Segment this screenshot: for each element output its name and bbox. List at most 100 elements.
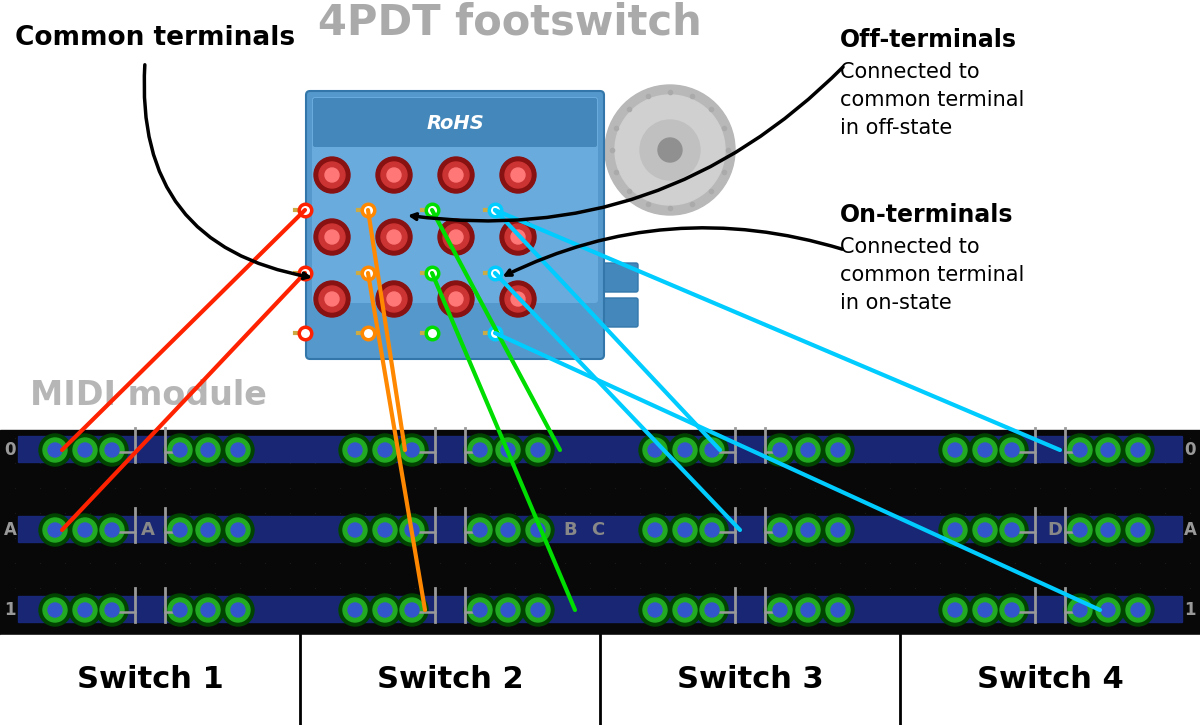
- Circle shape: [1096, 598, 1120, 622]
- Text: 4PDT footswitch: 4PDT footswitch: [318, 1, 702, 43]
- Circle shape: [826, 438, 850, 462]
- Circle shape: [616, 95, 725, 205]
- Circle shape: [773, 523, 787, 537]
- Circle shape: [373, 438, 397, 462]
- Circle shape: [382, 224, 407, 250]
- Circle shape: [400, 438, 424, 462]
- Circle shape: [1068, 598, 1092, 622]
- Circle shape: [168, 438, 192, 462]
- Text: Switch 2: Switch 2: [377, 666, 523, 695]
- Circle shape: [605, 85, 734, 215]
- Circle shape: [438, 281, 474, 317]
- Circle shape: [164, 594, 196, 626]
- Circle shape: [376, 157, 412, 193]
- Circle shape: [643, 518, 667, 542]
- Circle shape: [648, 603, 662, 617]
- Circle shape: [378, 523, 392, 537]
- Circle shape: [1064, 434, 1096, 466]
- Circle shape: [678, 603, 692, 617]
- Circle shape: [706, 603, 719, 617]
- Circle shape: [319, 224, 346, 250]
- Text: A: A: [142, 521, 155, 539]
- Circle shape: [1122, 594, 1154, 626]
- Circle shape: [406, 603, 419, 617]
- Circle shape: [348, 443, 362, 457]
- Circle shape: [396, 594, 428, 626]
- Circle shape: [325, 168, 340, 182]
- Circle shape: [449, 168, 463, 182]
- Circle shape: [773, 603, 787, 617]
- Circle shape: [314, 281, 350, 317]
- Circle shape: [764, 594, 796, 626]
- Circle shape: [530, 443, 545, 457]
- Circle shape: [822, 594, 854, 626]
- Circle shape: [1096, 438, 1120, 462]
- Circle shape: [830, 603, 845, 617]
- Circle shape: [526, 518, 550, 542]
- Circle shape: [438, 219, 474, 255]
- Circle shape: [505, 224, 530, 250]
- Circle shape: [496, 598, 520, 622]
- Circle shape: [370, 434, 401, 466]
- Circle shape: [1092, 434, 1124, 466]
- Circle shape: [168, 518, 192, 542]
- Circle shape: [1092, 514, 1124, 546]
- Circle shape: [696, 594, 728, 626]
- Circle shape: [1102, 523, 1115, 537]
- Circle shape: [96, 594, 128, 626]
- Circle shape: [449, 292, 463, 306]
- Circle shape: [640, 514, 671, 546]
- Circle shape: [802, 603, 815, 617]
- Circle shape: [396, 514, 428, 546]
- Circle shape: [500, 219, 536, 255]
- Circle shape: [940, 594, 971, 626]
- Circle shape: [319, 286, 346, 312]
- Circle shape: [940, 514, 971, 546]
- Circle shape: [658, 138, 682, 162]
- Circle shape: [996, 514, 1028, 546]
- Circle shape: [464, 594, 496, 626]
- Circle shape: [505, 286, 530, 312]
- Circle shape: [1068, 438, 1092, 462]
- Circle shape: [202, 523, 215, 537]
- Circle shape: [164, 514, 196, 546]
- Circle shape: [700, 438, 724, 462]
- Circle shape: [1132, 603, 1145, 617]
- Text: 0: 0: [5, 441, 16, 459]
- Circle shape: [640, 434, 671, 466]
- Circle shape: [173, 523, 187, 537]
- Circle shape: [1006, 523, 1019, 537]
- Circle shape: [73, 518, 97, 542]
- Circle shape: [196, 438, 220, 462]
- Circle shape: [348, 523, 362, 537]
- Circle shape: [492, 594, 524, 626]
- Circle shape: [502, 523, 515, 537]
- Circle shape: [400, 598, 424, 622]
- Circle shape: [500, 281, 536, 317]
- Text: A: A: [1183, 521, 1196, 539]
- Circle shape: [438, 157, 474, 193]
- Circle shape: [443, 224, 469, 250]
- Circle shape: [48, 523, 62, 537]
- Circle shape: [473, 443, 487, 457]
- Circle shape: [1102, 443, 1115, 457]
- Circle shape: [230, 603, 245, 617]
- FancyBboxPatch shape: [596, 263, 638, 292]
- Text: C: C: [592, 521, 605, 539]
- Circle shape: [400, 518, 424, 542]
- Circle shape: [1064, 514, 1096, 546]
- Bar: [18, 436, 1182, 462]
- Text: B: B: [563, 521, 577, 539]
- Circle shape: [468, 518, 492, 542]
- Circle shape: [830, 443, 845, 457]
- Circle shape: [1102, 603, 1115, 617]
- Text: A: A: [4, 521, 17, 539]
- Circle shape: [1006, 603, 1019, 617]
- Circle shape: [340, 514, 371, 546]
- Circle shape: [386, 292, 401, 306]
- Circle shape: [696, 514, 728, 546]
- Circle shape: [826, 598, 850, 622]
- Circle shape: [443, 286, 469, 312]
- Text: 0: 0: [1184, 441, 1195, 459]
- Circle shape: [700, 518, 724, 542]
